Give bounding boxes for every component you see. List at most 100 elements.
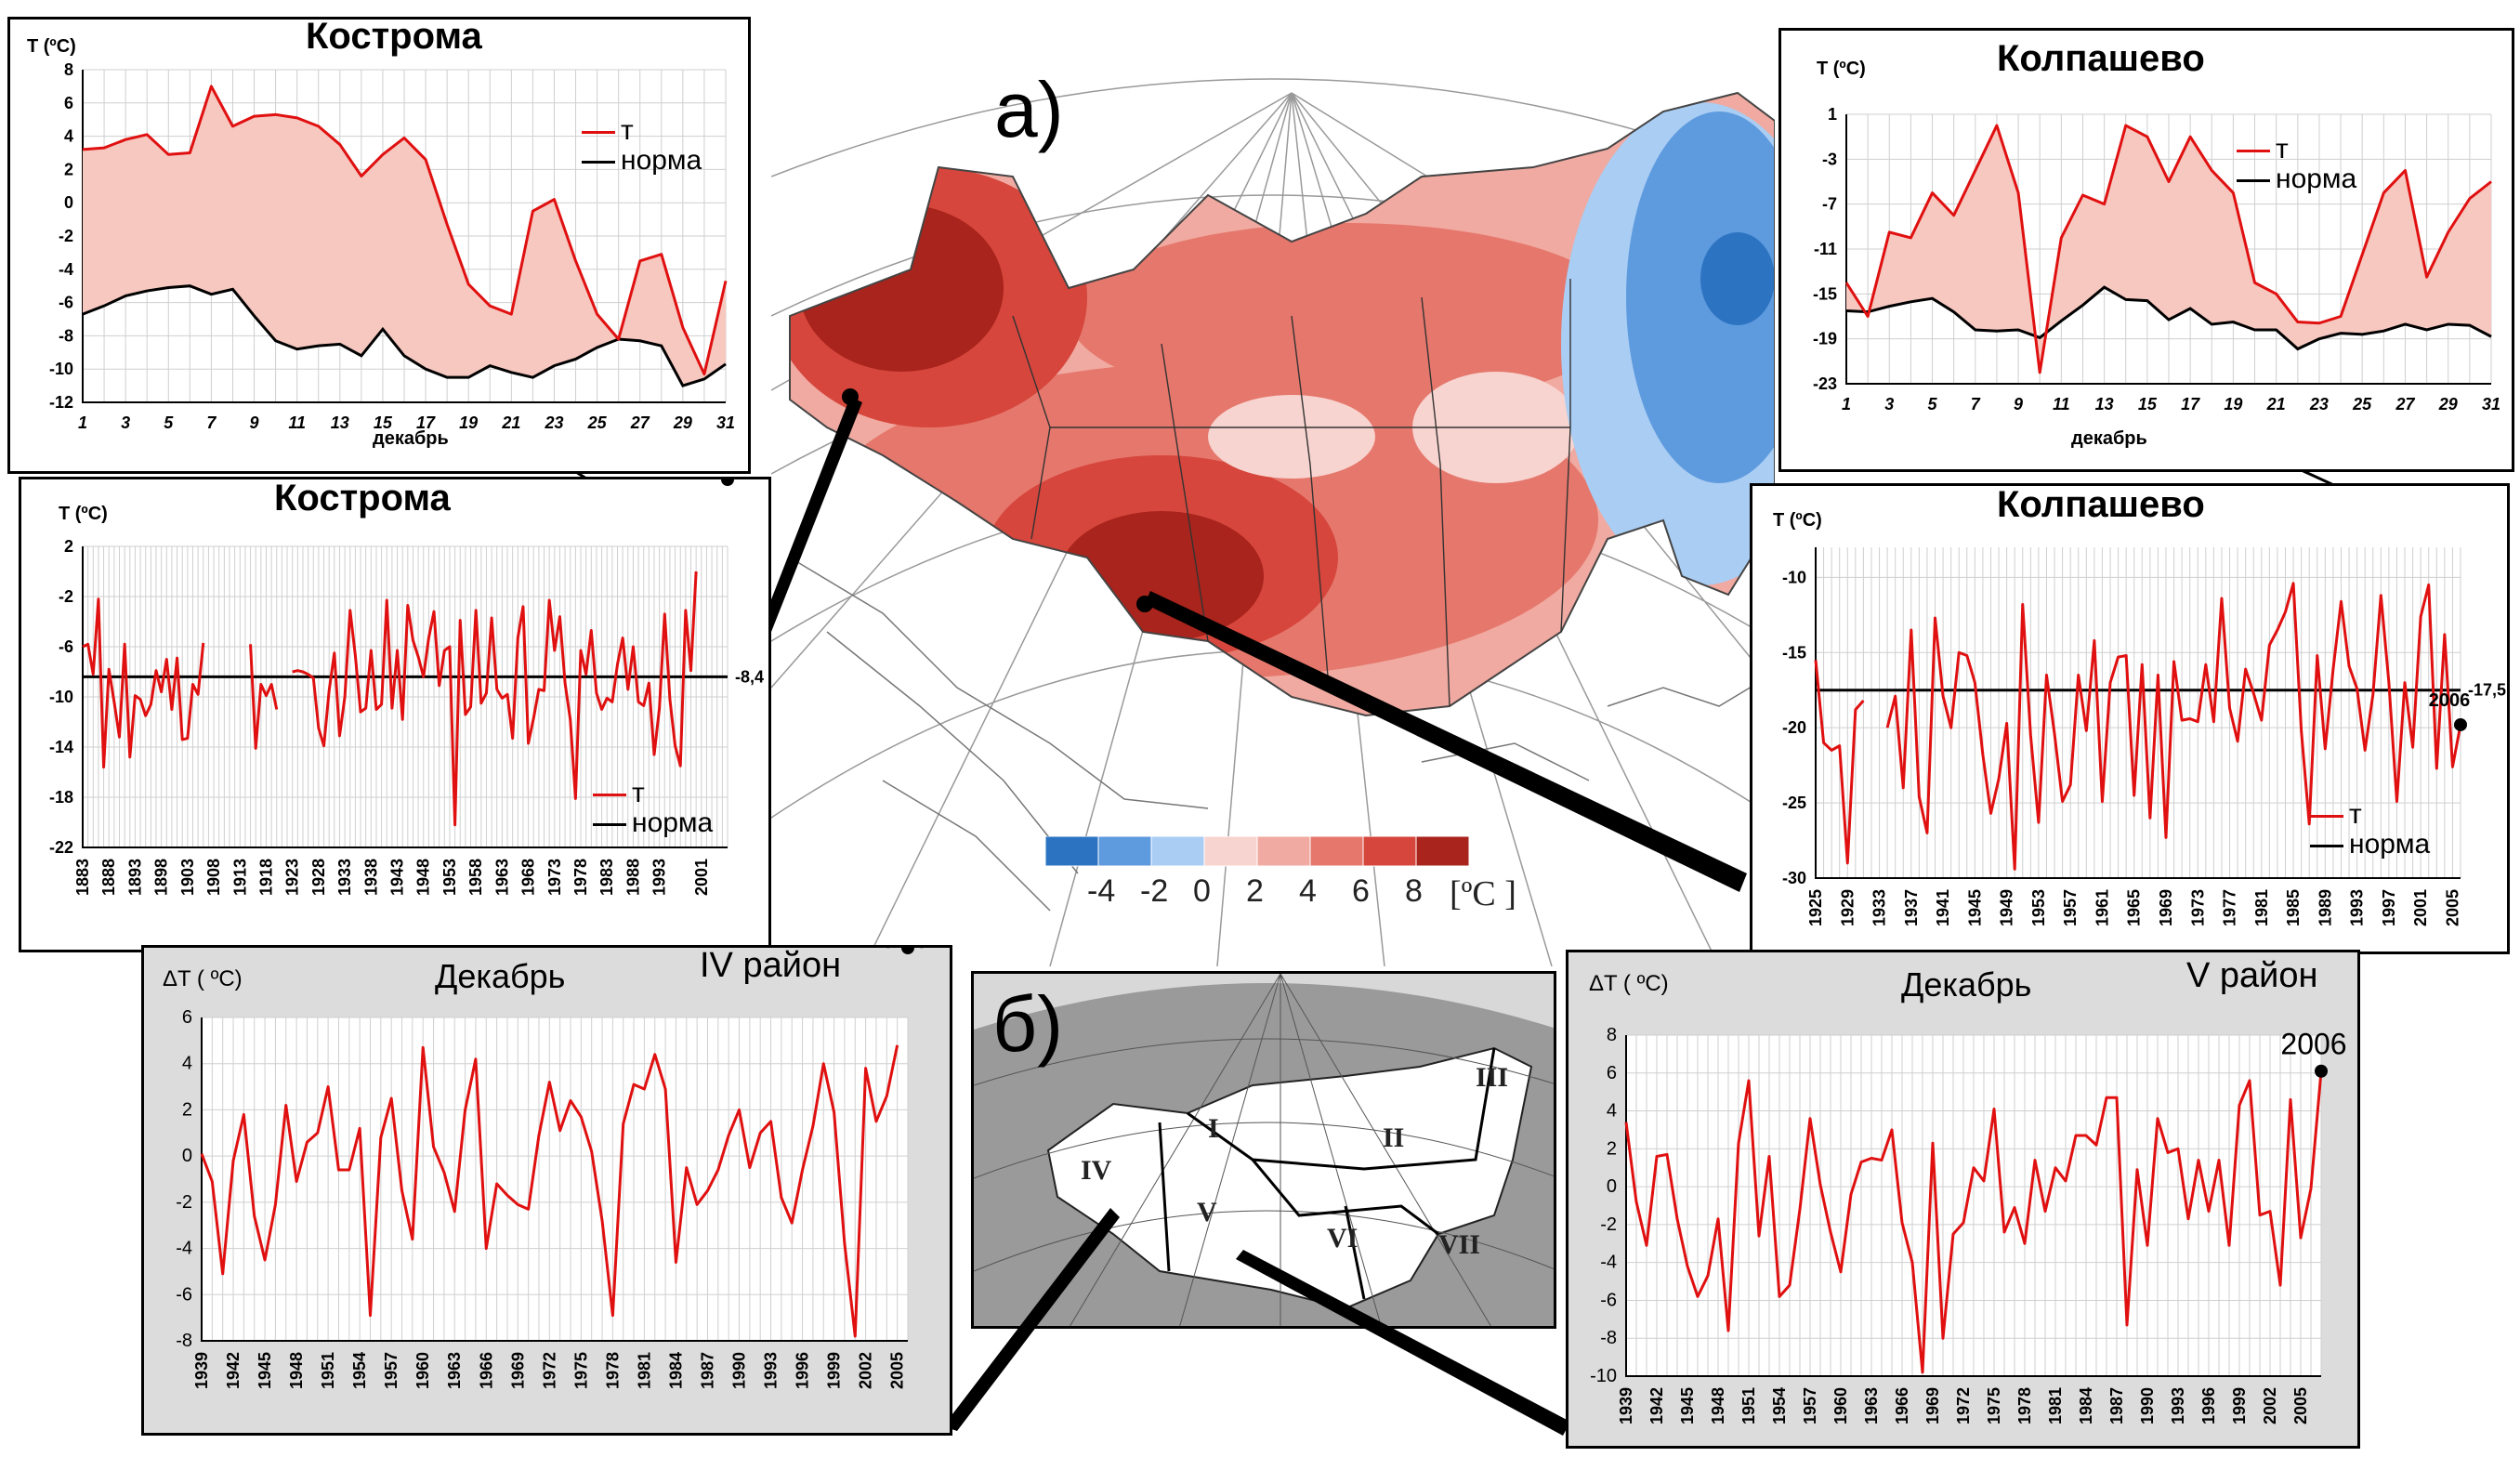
region-label-6: VI (1327, 1223, 1358, 1253)
colorbar: -4 -2 0 2 4 6 8 [ºC ] (1045, 836, 1566, 913)
x-tick-label: 1981 (2046, 1387, 2065, 1424)
y-tick-label: -10 (1782, 568, 1806, 586)
anomaly-fill (83, 85, 726, 387)
y-tick-label: -2 (176, 1192, 192, 1213)
chart-title: Декабрь (1901, 965, 2032, 1004)
colorbar-label: 4 (1299, 873, 1317, 909)
x-axis-label: декабрь (2071, 428, 2147, 449)
x-tick-label: 15 (2138, 395, 2158, 413)
x-tick-label: 1939 (192, 1352, 211, 1389)
y-tick-label: 8 (1607, 1025, 1617, 1045)
x-tick-label: 25 (2352, 395, 2372, 413)
chart-title: Колпашево (1997, 484, 2205, 525)
anomaly-fill (1846, 125, 2491, 373)
y-tick-label: 0 (64, 193, 73, 212)
last-year-point (721, 479, 734, 486)
x-tick-label: 1948 (414, 859, 433, 896)
x-tick-label: 9 (2014, 395, 2023, 413)
x-tick-label: 1941 (1934, 889, 1952, 926)
x-tick-label: 23 (544, 413, 563, 432)
x-tick-label: 1933 (1870, 889, 1889, 926)
x-tick-label: 2002 (2261, 1387, 2279, 1424)
x-tick-label: 1975 (571, 1352, 590, 1389)
region-label-3: III (1476, 1062, 1509, 1093)
colorbar-label: 0 (1193, 873, 1211, 909)
x-tick-label: 1963 (492, 859, 511, 896)
x-tick-label: 1925 (1806, 889, 1825, 926)
legend: т норма (2237, 135, 2356, 194)
x-tick-label: 1929 (1838, 889, 1857, 926)
y-tick-label: -15 (1782, 643, 1806, 662)
y-tick-label: -15 (1813, 284, 1837, 303)
last-year-label: 2006 (2429, 690, 2471, 711)
map-admin-lines (1012, 279, 1571, 707)
chart-subtitle: IV район (700, 946, 842, 985)
x-tick-label: 1 (1842, 395, 1851, 413)
x-tick-label: 1972 (1954, 1387, 1973, 1424)
legend-swatch (2310, 814, 2343, 818)
kolpashevo-yearly-panel: -30 -25 -20 -15 -10 1925 1929 1933 1937 1941 1945 1… (1750, 483, 2510, 954)
x-tick-label: 5 (164, 413, 174, 432)
region-label-4: IV (1081, 1155, 1112, 1186)
legend-swatch (2237, 178, 2270, 182)
legend-label: т (632, 778, 645, 808)
y-tick-label: -4 (1600, 1253, 1617, 1273)
x-tick-label: 13 (331, 413, 349, 432)
legend: т норма (582, 116, 702, 176)
x-tick-label: 1953 (440, 859, 459, 896)
legend-item-t: т (2237, 135, 2356, 164)
x-tick-label: 1999 (2230, 1387, 2249, 1424)
last-year-label: 2006 (863, 948, 929, 954)
kostroma-yearly-panel: -22 -18 -14 -10 -6 -2 2 1883 1888 1893 1898 1903 190… (19, 477, 771, 952)
legend: т норма (593, 779, 713, 838)
x-tick-label: 1948 (1709, 1387, 1727, 1424)
x-tick-label: 2005 (888, 1352, 907, 1389)
x-tick-label: 9 (250, 413, 259, 432)
x-tick-label: 27 (630, 413, 650, 432)
x-tick-label: 1942 (1647, 1387, 1666, 1424)
x-tick-label: 3 (121, 413, 130, 432)
y-tick-label: -14 (49, 738, 73, 756)
y-axis-label: ΔT ( ºC) (163, 966, 243, 991)
kostroma-daily-panel: -12 -10 -8 -6 -4 -2 0 2 4 6 8 1 3 5 7 9 11 13 15 17 19 21 23 25… (7, 16, 751, 474)
x-tick-label: 1913 (230, 859, 249, 896)
x-tick-label: 1981 (635, 1352, 653, 1389)
legend-item-t: т (582, 116, 702, 146)
legend-swatch (2237, 149, 2270, 152)
x-tick-label: 1996 (2199, 1387, 2218, 1424)
x-tick-label: 1966 (477, 1352, 495, 1389)
panel-label-a: а) (994, 66, 1064, 153)
x-tick-label: 1988 (623, 859, 642, 896)
x-tick-label: 1969 (1923, 1387, 1942, 1424)
y-tick-label: -18 (49, 788, 73, 807)
norm-series-line (1845, 285, 2492, 351)
kolpashevo-daily-panel: -23 -19 -15 -11 -7 -3 1 1 3 5 7 9 11 13 15 17 19 21 23 25 27… (1778, 28, 2514, 472)
y-tick-label: -12 (49, 393, 73, 412)
x-tick-label: 1949 (1998, 889, 2016, 926)
y-tick-label: 6 (1607, 1063, 1617, 1083)
colorbar-label: -4 (1087, 873, 1116, 909)
x-tick-label: 1984 (2077, 1387, 2095, 1424)
region_iv-svg: -8 -6 -4 -2 0 2 4 6 1939 1942 1945 1948 1951 1954 1957… (176, 948, 930, 1389)
x-tick-label: 1945 (1678, 1387, 1697, 1424)
chart-title: Кострома (274, 478, 451, 518)
x-tick-label: 23 (2309, 395, 2329, 413)
x-tick-label: 1969 (508, 1352, 527, 1389)
kolpashevo-station-dot (1136, 596, 1153, 612)
last-year-point (901, 948, 914, 954)
legend-label: норма (2349, 829, 2431, 860)
x-tick-label: 1987 (698, 1352, 716, 1389)
y-tick-label: 6 (182, 1007, 192, 1028)
x-tick-label: 1985 (2284, 889, 2303, 926)
t-series-line (82, 571, 698, 827)
legend-swatch (593, 793, 626, 796)
legend-label: норма (2276, 164, 2357, 194)
y-tick-label: 6 (64, 94, 73, 112)
y-tick-label: -10 (49, 688, 73, 706)
region-label-2: II (1383, 1122, 1405, 1153)
x-tick-label: 1993 (2348, 889, 2367, 926)
legend-label: норма (621, 145, 702, 176)
x-tick-label: 1923 (283, 859, 302, 896)
x-tick-label: 17 (416, 413, 436, 432)
